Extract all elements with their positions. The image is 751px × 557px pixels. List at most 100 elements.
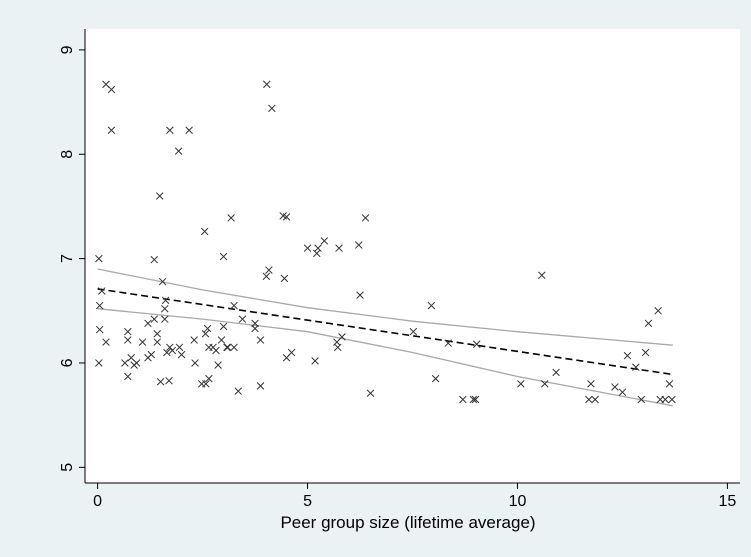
- x-tick-label: 0: [93, 493, 102, 510]
- data-point: [124, 372, 132, 381]
- data-point: [107, 85, 116, 94]
- y-ticks: 5 6 7 8 9: [59, 45, 85, 472]
- y-tick-label: 9: [59, 45, 76, 54]
- data-point: [230, 301, 238, 310]
- data-point-stroke: [217, 336, 226, 344]
- data-point: [238, 315, 247, 323]
- data-point: [166, 126, 174, 134]
- data-point: [95, 254, 103, 263]
- data-point: [618, 388, 627, 396]
- data-point: [219, 322, 228, 331]
- data-point: [471, 395, 480, 404]
- data-point-stroke: [95, 301, 104, 310]
- data-point: [95, 359, 103, 367]
- plot-area: [85, 29, 740, 483]
- data-point-stroke: [107, 85, 116, 94]
- data-point: [205, 374, 213, 383]
- data-point: [214, 361, 222, 369]
- data-point: [102, 338, 110, 346]
- data-point: [124, 327, 132, 336]
- data-point: [138, 338, 147, 346]
- data-point: [661, 395, 670, 404]
- data-point: [174, 147, 183, 155]
- data-point-stroke: [102, 338, 110, 346]
- data-point-stroke: [230, 301, 238, 310]
- data-point: [161, 296, 170, 305]
- data-point-stroke: [409, 327, 418, 336]
- data-point-stroke: [356, 291, 364, 299]
- data-point: [665, 380, 674, 388]
- ci-upper-line: [97, 268, 673, 346]
- data-point: [98, 287, 106, 295]
- data-point: [124, 336, 132, 344]
- data-point: [469, 395, 478, 404]
- data-point: [361, 214, 370, 222]
- data-point: [587, 380, 595, 388]
- data-point: [641, 348, 650, 357]
- x-ticks: 0 5 10 15: [93, 483, 736, 510]
- data-point: [632, 363, 640, 371]
- data-point-stroke: [262, 272, 271, 281]
- data-point: [287, 348, 296, 357]
- data-point: [201, 330, 210, 338]
- data-point: [227, 214, 235, 222]
- data-point-stroke: [175, 343, 184, 352]
- data-point: [262, 272, 271, 281]
- data-point: [153, 330, 161, 338]
- data-point: [147, 350, 156, 359]
- data-point: [338, 333, 346, 341]
- data-point-stroke: [279, 212, 287, 220]
- ci-lower-line: [97, 308, 673, 407]
- data-point: [158, 277, 167, 286]
- confidence-band: [97, 268, 673, 407]
- data-point-stroke: [282, 213, 291, 221]
- data-point-stroke: [163, 348, 171, 357]
- data-point: [95, 301, 104, 310]
- data-point: [409, 327, 418, 336]
- data-point-stroke: [591, 395, 599, 404]
- data-point-stroke: [95, 359, 103, 367]
- data-point-stroke: [219, 322, 228, 331]
- data-point-stroke: [203, 324, 212, 333]
- data-point-stroke: [124, 327, 132, 336]
- data-point: [168, 346, 177, 355]
- data-point: [144, 319, 152, 328]
- data-point-stroke: [150, 315, 159, 323]
- data-point: [280, 274, 289, 283]
- data-point: [202, 380, 210, 388]
- data-point: [234, 387, 243, 395]
- data-point: [190, 336, 198, 344]
- data-point-stroke: [313, 249, 321, 258]
- data-point: [263, 80, 271, 89]
- data-point: [132, 359, 141, 367]
- y-tick-label: 7: [59, 254, 76, 263]
- data-point-stroke: [311, 357, 319, 365]
- data-point-stroke: [303, 244, 312, 252]
- data-point-stroke: [256, 382, 265, 390]
- data-point-stroke: [153, 338, 161, 346]
- data-point: [654, 307, 662, 315]
- y-tick-label: 6: [59, 358, 76, 367]
- x-tick-label: 10: [509, 493, 527, 510]
- data-point-stroke: [335, 244, 343, 252]
- data-point-stroke: [121, 359, 129, 367]
- data-point-stroke: [190, 336, 198, 344]
- data-point-stroke: [587, 380, 595, 388]
- data-point: [163, 348, 171, 357]
- data-point: [256, 382, 265, 390]
- data-point: [175, 343, 184, 352]
- data-point-stroke: [287, 348, 296, 357]
- data-point-stroke: [95, 325, 104, 334]
- data-point-stroke: [541, 380, 549, 388]
- data-point: [311, 357, 319, 365]
- y-tick-label: 8: [59, 150, 76, 159]
- data-point-stroke: [161, 296, 170, 305]
- data-point-stroke: [161, 315, 169, 323]
- data-point-stroke: [314, 244, 322, 252]
- data-point: [156, 378, 165, 386]
- data-point-stroke: [102, 80, 110, 89]
- data-point-stroke: [214, 361, 222, 369]
- data-point: [668, 395, 676, 404]
- fitted-line: [97, 288, 673, 376]
- data-point-stroke: [618, 388, 627, 396]
